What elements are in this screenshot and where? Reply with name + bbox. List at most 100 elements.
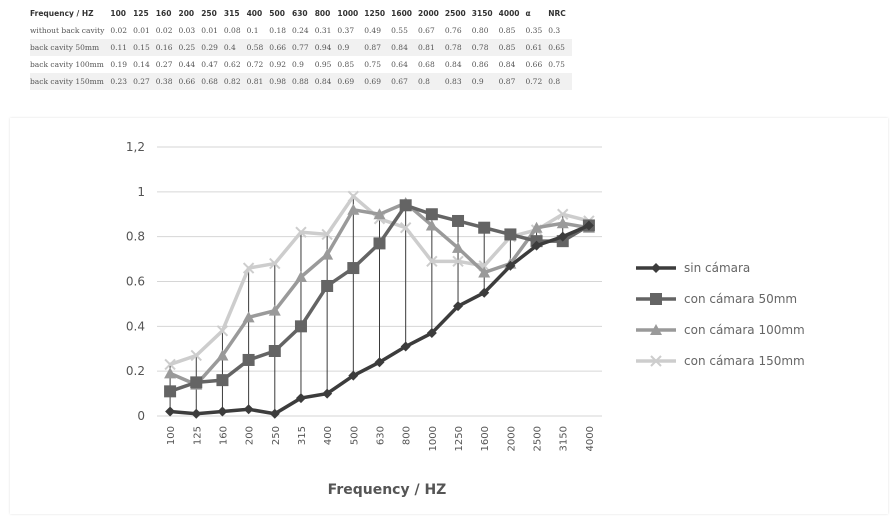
table-header-label: Frequency / HZ [30, 9, 94, 18]
data-point [453, 301, 464, 312]
data-point [321, 228, 333, 241]
data-point [478, 266, 491, 278]
x-tick-label: 2000 [506, 426, 517, 451]
legend-item: sin cámara [636, 261, 750, 275]
table-cell: 0.69 [364, 73, 392, 90]
data-point [321, 279, 334, 292]
x-tick-label: 800 [402, 426, 413, 445]
table-header-row: Frequency / HZ 100 125 160 200 250 315 400 500 63… [30, 5, 572, 22]
data-point [452, 214, 465, 227]
table-cell: 0.02 [155, 26, 173, 35]
table-cell: 0.37 [337, 26, 355, 35]
data-point [348, 370, 359, 381]
x-tick-label: 630 [376, 426, 387, 445]
data-point [295, 393, 306, 404]
table-cell: 0.68 [201, 73, 224, 90]
table-header-cell: 630 [292, 9, 308, 18]
legend-marker [650, 355, 662, 367]
table-cell: 0.81 [418, 39, 445, 56]
table-cell: 0.80 [471, 26, 489, 35]
table-cell: 0.72 [246, 60, 264, 69]
table-cell: 0.8 [418, 73, 445, 90]
data-point [269, 257, 281, 270]
table-row-label: without back cavity [30, 26, 105, 35]
table-header-cell: 2500 [444, 9, 466, 18]
data-point [505, 260, 516, 271]
data-point [269, 408, 280, 419]
table-cell: 0.08 [223, 26, 241, 35]
table-header-cell: 1000 [337, 9, 359, 18]
table-header-cell: 100 [110, 9, 127, 18]
legend-marker [650, 324, 662, 335]
x-tick-label: 3150 [559, 426, 570, 451]
data-point [164, 358, 176, 371]
x-tick-label: 250 [271, 426, 282, 445]
legend-label: con cámara 100mm [684, 323, 805, 337]
table-cell: 0.75 [364, 60, 381, 69]
table-cell: 0.68 [418, 60, 435, 69]
legend-item: con cámara 100mm [636, 323, 805, 337]
table-cell: 0.66 [525, 60, 543, 69]
table-row: back cavity 50mm 0.11 0.15 0.16 0.25 0.29 0.4 0… [30, 39, 572, 56]
x-tick-label: 100 [166, 426, 177, 445]
legend: sin cámara con cámara 50mm con cámara 100m… [636, 261, 805, 368]
x-tick-label: 125 [192, 426, 203, 445]
data-point [216, 349, 229, 361]
table-cell: 0.47 [201, 60, 218, 69]
table-cell: 0.11 [110, 39, 134, 56]
table-cell: 0.27 [133, 73, 156, 90]
data-point [426, 328, 437, 339]
table-header-cell: 1600 [391, 9, 413, 18]
table-header-cell: NRC [548, 9, 566, 18]
y-tick-label: 0.8 [126, 230, 145, 244]
data-point [347, 190, 360, 203]
data-point [216, 374, 229, 387]
table-cell: 0.23 [110, 73, 134, 90]
table-cell: 0.35 [525, 26, 543, 35]
x-tick-label: 4000 [585, 426, 596, 451]
data-point [452, 255, 464, 268]
data-point [557, 231, 568, 242]
table-cell: 0.02 [110, 26, 128, 35]
y-tick-label: 0 [137, 409, 145, 423]
table-row-label: back cavity 50mm [30, 39, 111, 56]
table-cell: 0.69 [337, 73, 365, 90]
table-header-cell: 125 [133, 9, 149, 18]
table-header-cell: α [525, 9, 531, 18]
table-cell: 0.84 [444, 60, 462, 69]
table-header-cell: 800 [314, 9, 331, 18]
table-cell: 0.78 [444, 39, 472, 56]
legend-item: con cámara 150mm [636, 354, 805, 368]
table-cell: 0.15 [133, 39, 156, 56]
table-cell: 0.44 [178, 60, 196, 69]
y-tick-label: 0.2 [126, 364, 145, 378]
data-point [426, 255, 438, 268]
table-cell: 0.67 [391, 73, 419, 90]
table-cell: 0.84 [391, 39, 419, 56]
table-cell: 0.86 [471, 60, 489, 69]
data-point [242, 262, 255, 274]
data-point [242, 311, 255, 323]
table-header-cell: 3150 [471, 9, 493, 18]
data-point [164, 385, 177, 398]
table-cell: 0.66 [269, 39, 292, 56]
absorption-data-table: Frequency / HZ 100 125 160 200 250 315 400 500 63… [30, 5, 572, 90]
table-cell: 0.4 [223, 39, 247, 56]
table-header-cell: 200 [178, 9, 195, 18]
table-cell: 0.72 [525, 73, 549, 90]
table-cell: 0.31 [314, 26, 332, 35]
x-tick-label: 315 [297, 426, 308, 445]
data-point [268, 344, 281, 357]
table-row-label: back cavity 150mm [30, 73, 111, 90]
data-point [504, 228, 517, 241]
table-cell: 0.65 [548, 39, 572, 56]
y-tick-label: 0.4 [126, 319, 145, 333]
x-tick-label: 500 [349, 426, 360, 445]
table-cell: 0.92 [269, 60, 286, 69]
data-point [190, 376, 203, 389]
table-cell: 0.95 [314, 60, 332, 69]
table-row-label: back cavity 100mm [30, 60, 104, 69]
data-point [373, 208, 386, 220]
table-cell: 0.85 [337, 60, 355, 69]
legend-marker [651, 263, 661, 273]
